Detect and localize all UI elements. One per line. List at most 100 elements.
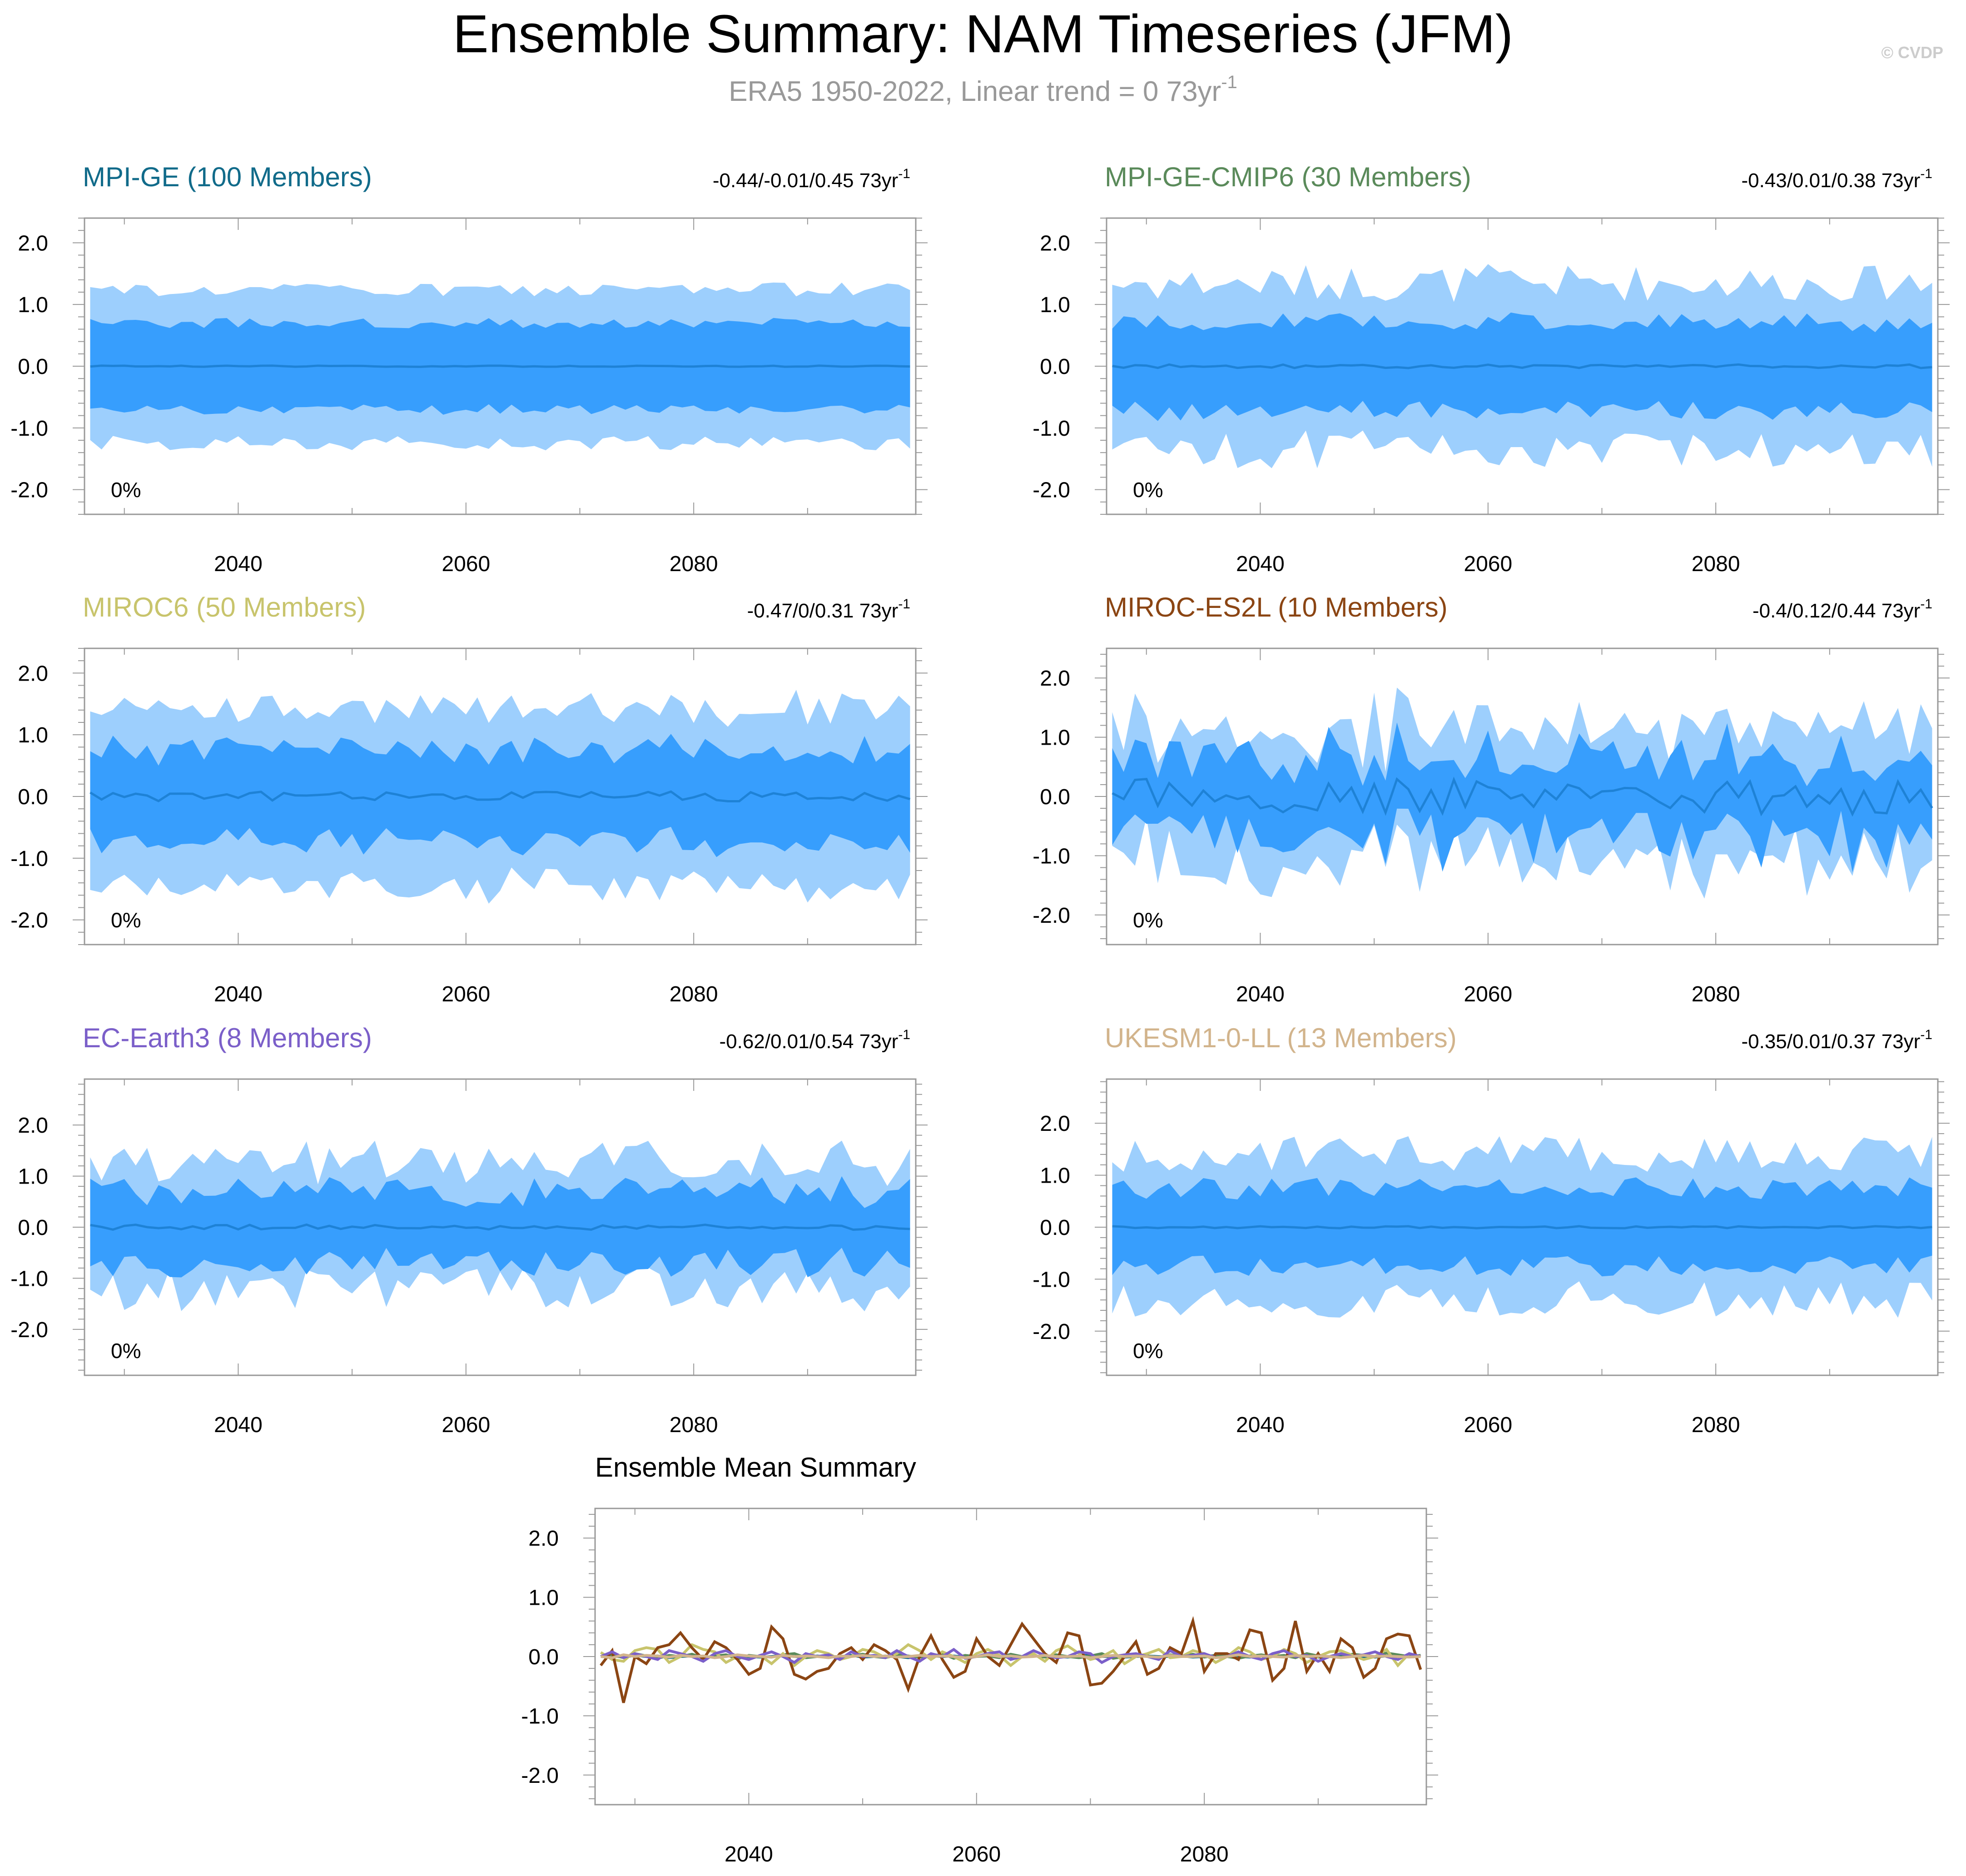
y-tick-label: 1.0 <box>18 723 48 747</box>
y-tick-label: -1.0 <box>521 1704 559 1728</box>
trend-label-sup: -1 <box>898 166 910 181</box>
y-tick-label: -2.0 <box>10 1318 48 1342</box>
y-tick-label: 1.0 <box>528 1586 559 1610</box>
x-tick-label: 2040 <box>1236 982 1285 1006</box>
ensemble-mean-line <box>1112 776 1933 817</box>
chart-panel-7: Ensemble Mean Summary 2.0 1.0 0.0 -1.0 -2.0 20… <box>521 1452 1438 1866</box>
percent-label: 0% <box>1133 908 1163 932</box>
inner-band <box>90 734 910 857</box>
trend-label-text: -0.43/0.01/0.38 73yr <box>1741 169 1920 192</box>
x-tick-label: 2080 <box>670 1413 718 1437</box>
trend-label: -0.4/0.12/0.44 73yr-1 <box>1753 597 1932 622</box>
y-tick-label: -2.0 <box>521 1764 559 1788</box>
y-tick-label: 2.0 <box>18 662 48 686</box>
trend-label-text: -0.44/-0.01/0.45 73yr <box>713 169 898 192</box>
ensemble-mean-line <box>90 364 910 368</box>
y-tick-label: 2.0 <box>1040 231 1070 255</box>
x-tick-label: 2040 <box>1236 1413 1285 1437</box>
chart-panel-2: MPI-GE-CMIP6 (30 Members) -0.43/0.01/0.38… <box>1033 162 1950 576</box>
x-tick-label: 2060 <box>1464 982 1512 1006</box>
y-tick-label: -2.0 <box>1033 904 1070 928</box>
x-tick-label: 2040 <box>1236 552 1285 576</box>
x-tick-label: 2060 <box>442 982 490 1006</box>
x-tick-label: 2040 <box>214 982 263 1006</box>
chart-panel-1: MPI-GE (100 Members) -0.44/-0.01/0.45 73y… <box>10 162 928 576</box>
figure-title: Ensemble Summary: NAM Timeseries (JFM) <box>453 4 1513 64</box>
x-tick-label: 2080 <box>670 552 718 576</box>
inner-band <box>1112 722 1932 872</box>
panel-title: MIROC-ES2L (10 Members) <box>1105 592 1448 622</box>
y-tick-label: 0.0 <box>528 1645 559 1669</box>
ensemble-mean-line <box>1112 363 1932 369</box>
y-tick-label: 0.0 <box>18 1216 48 1240</box>
x-tick-label: 2060 <box>1464 1413 1512 1437</box>
y-tick-label: 2.0 <box>18 231 48 255</box>
y-tick-label: 2.0 <box>528 1527 559 1551</box>
y-tick-label: -1.0 <box>1033 417 1070 441</box>
chart-panel-5: EC-Earth3 (8 Members) -0.62/0.01/0.54 73y… <box>10 1023 928 1437</box>
x-tick-label: 2060 <box>442 1413 490 1437</box>
trend-label-sup: -1 <box>1920 166 1932 181</box>
y-tick-label: 1.0 <box>1040 726 1070 750</box>
trend-label: -0.43/0.01/0.38 73yr-1 <box>1741 166 1932 192</box>
x-tick-label: 2080 <box>1180 1842 1229 1866</box>
y-tick-label: 1.0 <box>1040 293 1070 317</box>
y-tick-label: 2.0 <box>18 1114 48 1138</box>
y-tick-label: 2.0 <box>1040 1112 1070 1136</box>
x-tick-label: 2060 <box>952 1842 1001 1866</box>
percent-label: 0% <box>111 478 141 502</box>
series-line-ukesm1-0-ll <box>601 1653 1421 1659</box>
percent-label: 0% <box>1133 478 1163 502</box>
percent-label: 0% <box>111 908 141 932</box>
y-tick-label: 0.0 <box>1040 355 1070 379</box>
panel-title: Ensemble Mean Summary <box>595 1452 916 1483</box>
figure-subtitle: ERA5 1950-2022, Linear trend = 0 73yr-1 <box>729 72 1237 107</box>
y-tick-label: 1.0 <box>18 1165 48 1189</box>
x-tick-label: 2080 <box>1692 982 1740 1006</box>
y-tick-label: -1.0 <box>10 417 48 441</box>
trend-label-sup: -1 <box>1920 597 1932 612</box>
series-line-miroc-es2l <box>600 1616 1422 1703</box>
y-tick-label: 0.0 <box>1040 785 1070 809</box>
panel-title: UKESM1-0-LL (13 Members) <box>1105 1023 1457 1053</box>
x-tick-label: 2080 <box>670 982 718 1006</box>
y-tick-label: -1.0 <box>10 1267 48 1291</box>
percent-label: 0% <box>111 1339 141 1363</box>
figure-subtitle-text: ERA5 1950-2022, Linear trend = 0 73yr <box>729 76 1221 107</box>
trend-label: -0.44/-0.01/0.45 73yr-1 <box>713 166 910 192</box>
x-tick-label: 2060 <box>1464 552 1512 576</box>
y-tick-label: -2.0 <box>10 478 48 503</box>
panel-title: MIROC6 (50 Members) <box>83 592 366 622</box>
x-tick-label: 2040 <box>725 1842 773 1866</box>
y-tick-label: 0.0 <box>1040 1216 1070 1240</box>
watermark: © CVDP <box>1881 43 1943 62</box>
trend-label-text: -0.35/0.01/0.37 73yr <box>1741 1030 1920 1053</box>
y-tick-label: -2.0 <box>1033 478 1070 503</box>
y-tick-label: -2.0 <box>10 909 48 933</box>
y-tick-label: -1.0 <box>10 847 48 871</box>
x-tick-label: 2040 <box>214 552 263 576</box>
y-tick-label: 1.0 <box>18 293 48 317</box>
y-tick-label: -1.0 <box>1033 1268 1070 1292</box>
trend-label-sup: -1 <box>898 1027 910 1042</box>
y-tick-label: -2.0 <box>1033 1320 1070 1344</box>
ensemble-mean-line <box>1112 1225 1932 1229</box>
y-tick-label: -1.0 <box>1033 844 1070 868</box>
trend-label-text: -0.4/0.12/0.44 73yr <box>1753 600 1920 622</box>
trend-label-sup: -1 <box>1920 1027 1932 1042</box>
x-tick-label: 2060 <box>442 552 490 576</box>
panels: MPI-GE (100 Members) -0.44/-0.01/0.45 73y… <box>10 162 1950 1866</box>
percent-label: 0% <box>1133 1339 1163 1363</box>
x-tick-label: 2080 <box>1692 1413 1740 1437</box>
series-line-ec-earth3 <box>600 1647 1421 1664</box>
panel-title: MPI-GE-CMIP6 (30 Members) <box>1105 162 1471 192</box>
x-tick-label: 2040 <box>214 1413 263 1437</box>
chart-panel-6: UKESM1-0-LL (13 Members) -0.35/0.01/0.37 … <box>1033 1023 1950 1437</box>
x-tick-label: 2080 <box>1692 552 1740 576</box>
y-tick-label: 1.0 <box>1040 1164 1070 1188</box>
ensemble-mean-line <box>90 1223 910 1231</box>
y-tick-label: 0.0 <box>18 785 48 809</box>
ensemble-mean-line <box>89 790 911 802</box>
y-tick-label: 0.0 <box>18 355 48 379</box>
